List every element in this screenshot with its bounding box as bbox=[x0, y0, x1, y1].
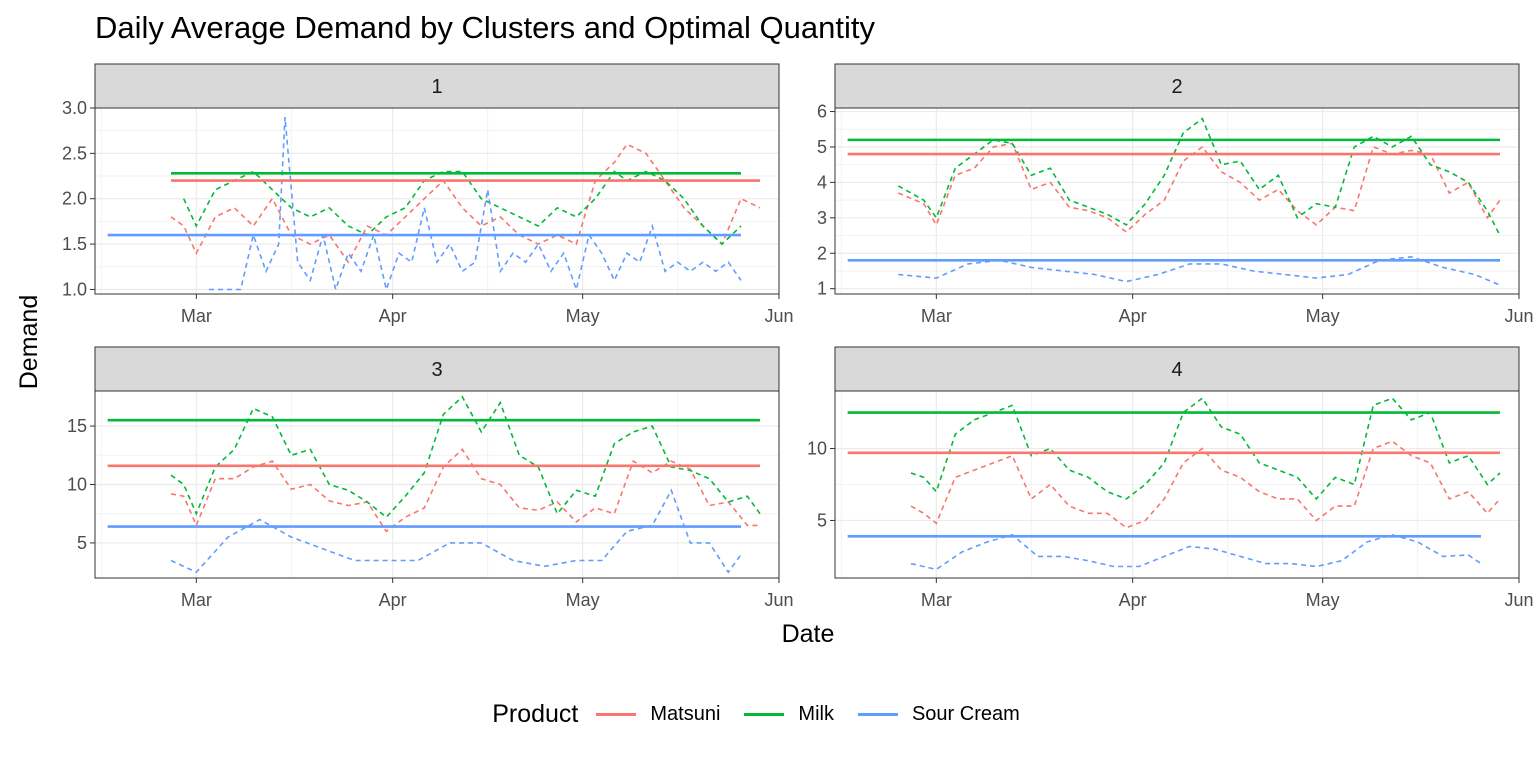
series-line-sour-cream bbox=[170, 488, 742, 574]
x-tick-label: Jun bbox=[764, 590, 793, 610]
x-tick-label: Mar bbox=[921, 306, 952, 326]
y-tick-label: 1 bbox=[817, 279, 827, 299]
series-line-sour-cream bbox=[209, 117, 742, 293]
plot-data bbox=[107, 117, 761, 293]
x-tick-label: Mar bbox=[181, 306, 212, 326]
series-line-milk bbox=[170, 395, 761, 519]
x-tick-label: Apr bbox=[379, 306, 407, 326]
legend-key-sour-cream bbox=[857, 713, 898, 716]
facet-strip-label: 4 bbox=[1171, 359, 1182, 381]
legend-label-milk: Milk bbox=[798, 703, 834, 725]
y-tick-label: 15 bbox=[67, 416, 87, 436]
y-tick-label: 5 bbox=[817, 137, 827, 157]
legend: Product Matsuni Milk Sour Cream bbox=[0, 700, 1536, 729]
facet-strip bbox=[834, 63, 1520, 109]
x-tick-label: May bbox=[1306, 306, 1340, 326]
facet-strip bbox=[834, 346, 1520, 392]
y-tick-label: 2 bbox=[817, 243, 827, 263]
y-tick-label: 5 bbox=[817, 510, 827, 530]
plot-data bbox=[847, 397, 1501, 571]
x-axis-title: Date bbox=[782, 620, 835, 648]
legend-key-milk bbox=[744, 713, 785, 716]
legend-item-sour-cream: Sour Cream bbox=[857, 703, 1020, 726]
panel-border bbox=[94, 107, 780, 295]
legend-item-matsuni: Matsuni bbox=[596, 703, 720, 726]
facet-strip bbox=[94, 63, 780, 109]
legend-title: Product bbox=[492, 700, 579, 728]
facet-panel-2: 2 1 2 3 4 5 6 Mar Apr May Jun bbox=[817, 63, 1534, 326]
y-tick-label: 2.0 bbox=[62, 189, 87, 209]
x-tick-label: May bbox=[566, 590, 600, 610]
y-tick-label: 10 bbox=[807, 439, 827, 459]
y-tick-label: 4 bbox=[817, 172, 827, 192]
facet-panel-4: 4 5 10 Mar Apr May Jun bbox=[807, 346, 1534, 610]
y-tick-label: 3 bbox=[817, 208, 827, 228]
series-line-milk bbox=[182, 170, 742, 246]
y-tick-label: 10 bbox=[67, 475, 87, 495]
plot-background bbox=[835, 108, 1519, 294]
x-tick-label: Apr bbox=[379, 590, 407, 610]
y-tick-label: 3.0 bbox=[62, 98, 87, 118]
y-tick-label: 6 bbox=[817, 102, 827, 122]
panel-border bbox=[834, 107, 1520, 295]
plot-data bbox=[107, 395, 761, 574]
y-tick-label: 1.5 bbox=[62, 234, 87, 254]
plot-data bbox=[847, 117, 1501, 286]
panels-layer: 1 1.0 1.5 2.0 2.5 3.0 Mar Apr May Jun 2 1 2 3 4 5 6 Mar Ap… bbox=[62, 63, 1534, 610]
plot-background bbox=[95, 108, 779, 294]
legend-item-milk: Milk bbox=[744, 703, 834, 726]
legend-label-sour-cream: Sour Cream bbox=[911, 703, 1020, 725]
chart-title: Daily Average Demand by Clusters and Opt… bbox=[95, 10, 875, 45]
facet-strip-label: 1 bbox=[431, 76, 442, 98]
x-tick-label: Jun bbox=[764, 306, 793, 326]
y-tick-label: 5 bbox=[77, 533, 87, 553]
series-line-matsuni bbox=[910, 440, 1501, 529]
x-tick-label: Jun bbox=[1504, 306, 1533, 326]
x-tick-label: Mar bbox=[921, 590, 952, 610]
series-line-matsuni bbox=[170, 143, 761, 264]
y-axis-title: Demand bbox=[15, 295, 43, 390]
x-tick-label: Mar bbox=[181, 590, 212, 610]
facet-strip-label: 2 bbox=[1171, 76, 1182, 98]
facet-panel-1: 1 1.0 1.5 2.0 2.5 3.0 Mar Apr May Jun bbox=[62, 63, 794, 326]
facet-panel-3: 3 5 10 15 Mar Apr May Jun bbox=[67, 346, 794, 610]
y-tick-label: 2.5 bbox=[62, 143, 87, 163]
x-tick-label: Apr bbox=[1119, 590, 1147, 610]
panel-border bbox=[94, 390, 780, 579]
facet-strip bbox=[94, 346, 780, 392]
legend-label-matsuni: Matsuni bbox=[650, 703, 721, 725]
panel-border bbox=[834, 390, 1520, 579]
x-tick-label: Jun bbox=[1504, 590, 1533, 610]
facet-strip-label: 3 bbox=[431, 359, 442, 381]
y-tick-label: 1.0 bbox=[62, 279, 87, 299]
x-tick-label: May bbox=[566, 306, 600, 326]
legend-key-matsuni bbox=[596, 713, 637, 716]
x-tick-label: May bbox=[1306, 590, 1340, 610]
x-tick-label: Apr bbox=[1119, 306, 1147, 326]
series-line-matsuni bbox=[897, 142, 1501, 234]
